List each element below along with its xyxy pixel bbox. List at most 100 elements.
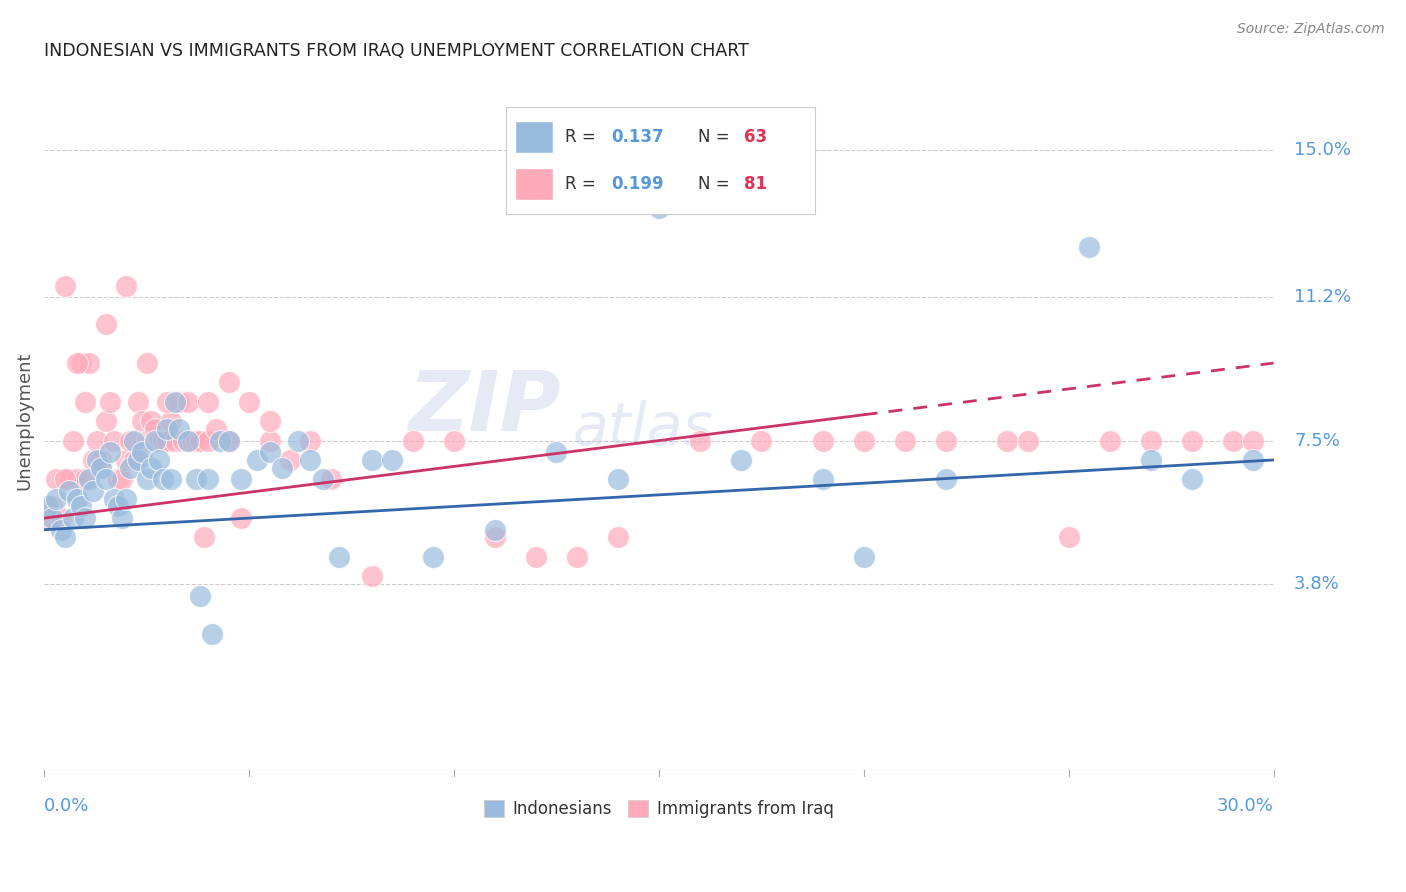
Point <box>197 434 219 448</box>
Point <box>115 278 138 293</box>
Point <box>361 569 384 583</box>
Point <box>1222 434 1244 448</box>
Point <box>131 445 153 459</box>
Point <box>90 453 112 467</box>
Point <box>75 472 97 486</box>
Point <box>82 483 104 498</box>
FancyBboxPatch shape <box>516 121 553 153</box>
Point <box>1180 434 1202 448</box>
Text: 81: 81 <box>744 175 768 193</box>
Point <box>319 472 342 486</box>
Point <box>135 434 157 448</box>
Point <box>41 500 63 514</box>
Point <box>259 414 281 428</box>
Point <box>156 394 179 409</box>
Point <box>422 549 444 564</box>
Point <box>152 472 174 486</box>
Point <box>218 434 240 448</box>
Point <box>53 531 76 545</box>
Point <box>229 472 252 486</box>
Legend: Indonesians, Immigrants from Iraq: Indonesians, Immigrants from Iraq <box>477 793 841 824</box>
Point <box>49 523 72 537</box>
Point <box>484 523 506 537</box>
Point <box>98 445 121 459</box>
Text: N =: N = <box>697 128 735 146</box>
Point <box>184 472 207 486</box>
Point <box>66 356 89 370</box>
Point <box>86 453 108 467</box>
Point <box>45 491 67 506</box>
Point <box>312 472 335 486</box>
Point <box>176 434 198 448</box>
Point <box>66 472 89 486</box>
Point <box>730 453 752 467</box>
Point <box>127 394 149 409</box>
Text: INDONESIAN VS IMMIGRANTS FROM IRAQ UNEMPLOYMENT CORRELATION CHART: INDONESIAN VS IMMIGRANTS FROM IRAQ UNEMP… <box>44 42 749 60</box>
Point <box>120 434 142 448</box>
Point <box>484 531 506 545</box>
Point <box>135 472 157 486</box>
Text: 0.199: 0.199 <box>612 175 664 193</box>
Point <box>98 394 121 409</box>
Point <box>278 453 301 467</box>
Text: Source: ZipAtlas.com: Source: ZipAtlas.com <box>1237 22 1385 37</box>
Point <box>176 394 198 409</box>
Text: 7.5%: 7.5% <box>1294 432 1340 450</box>
Text: 0.137: 0.137 <box>612 128 664 146</box>
Point <box>115 453 138 467</box>
Point <box>122 453 145 467</box>
Point <box>107 500 129 514</box>
Point <box>259 445 281 459</box>
Point <box>58 472 80 486</box>
Point <box>197 394 219 409</box>
Point <box>120 460 142 475</box>
Point <box>565 549 588 564</box>
Point <box>111 472 134 486</box>
Point <box>209 434 232 448</box>
Point <box>180 434 202 448</box>
Point <box>648 201 671 215</box>
Point <box>49 511 72 525</box>
Point <box>75 511 97 525</box>
Point <box>193 531 215 545</box>
Point <box>188 434 211 448</box>
Point <box>443 434 465 448</box>
Point <box>115 491 138 506</box>
Point <box>1241 453 1264 467</box>
Point <box>75 394 97 409</box>
Point <box>1180 472 1202 486</box>
Point <box>82 453 104 467</box>
Point <box>143 422 166 436</box>
Point <box>53 278 76 293</box>
Point <box>852 434 875 448</box>
Point <box>935 434 957 448</box>
Point <box>103 434 125 448</box>
Point <box>122 434 145 448</box>
Point <box>299 453 322 467</box>
Point <box>90 460 112 475</box>
Point <box>77 472 100 486</box>
Point <box>103 491 125 506</box>
Point <box>188 589 211 603</box>
Point <box>201 627 224 641</box>
Point <box>1098 434 1121 448</box>
Point <box>70 356 93 370</box>
Point <box>160 414 183 428</box>
Point <box>111 511 134 525</box>
Point <box>169 394 191 409</box>
Point <box>41 511 63 525</box>
Point <box>205 422 228 436</box>
Point <box>1017 434 1039 448</box>
Point <box>361 453 384 467</box>
Point <box>156 422 179 436</box>
Point <box>62 434 84 448</box>
Point <box>606 531 628 545</box>
Point <box>143 434 166 448</box>
Point <box>935 472 957 486</box>
Point <box>160 472 183 486</box>
Point <box>107 472 129 486</box>
Point <box>77 356 100 370</box>
Point <box>53 472 76 486</box>
Point <box>70 500 93 514</box>
Point <box>270 460 292 475</box>
